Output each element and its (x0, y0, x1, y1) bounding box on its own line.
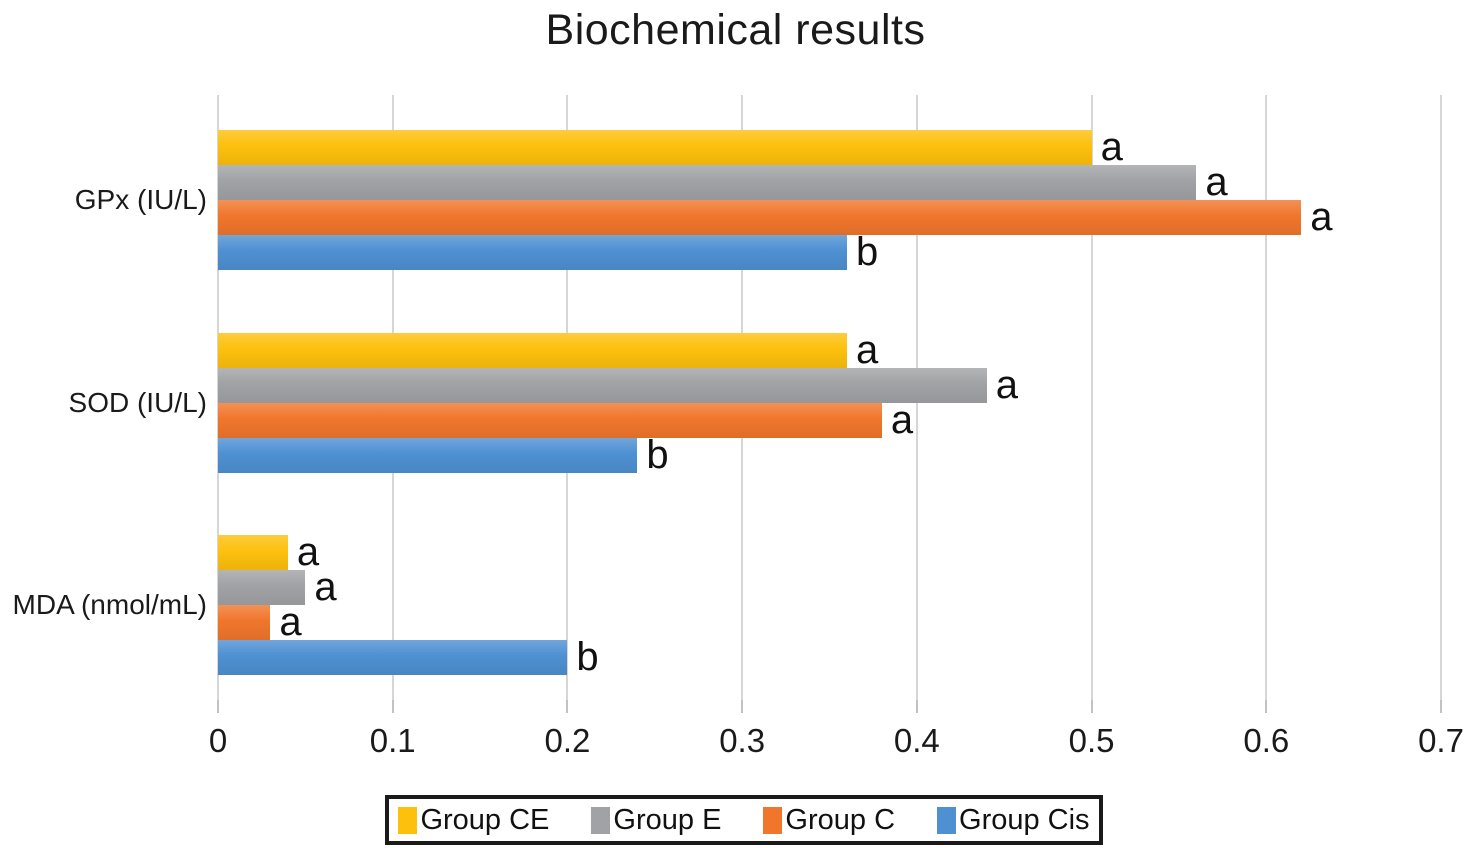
bar-gpx-iu-l-group-cis (218, 235, 847, 270)
significance-letter: a (279, 600, 302, 644)
bar-row: a (218, 565, 1441, 609)
bar-row: b (218, 432, 1441, 477)
bar-row: a (218, 530, 1441, 574)
bar-row: a (218, 125, 1441, 169)
legend-swatch-icon (591, 806, 611, 834)
bar-mda-nmol-ml-group-e (218, 570, 306, 605)
bar-row: a (218, 327, 1441, 372)
axis-tick (566, 700, 569, 713)
chart-title: Biochemical results (545, 6, 926, 54)
bar-mda-nmol-ml-group-ce (218, 535, 288, 570)
bar-gpx-iu-l-group-c (218, 200, 1302, 235)
significance-letter: a (1100, 125, 1123, 169)
significance-letter: b (646, 432, 669, 477)
gridline (1265, 95, 1268, 700)
bar-sod-iu-l-group-cis (218, 437, 638, 473)
significance-letter: a (314, 565, 337, 609)
x-tick-label: 0.6 (1243, 722, 1290, 759)
x-tick-label: 0.2 (544, 722, 591, 759)
legend-label: Group CE (420, 803, 550, 836)
legend-swatch-icon (398, 806, 418, 834)
x-tick-label: 0.1 (369, 722, 416, 759)
axis-tick (1265, 700, 1268, 713)
bar-row: b (218, 230, 1441, 274)
axis-tick (741, 700, 744, 713)
x-tick-label: 0 (208, 722, 228, 759)
bar-row: a (218, 362, 1441, 407)
legend-swatch-icon (937, 806, 957, 834)
significance-letter: b (576, 635, 599, 679)
bar-row: a (218, 160, 1441, 204)
legend: Group CE Group E Group C Group Cis (385, 795, 1103, 845)
legend-item-group-cis: Group Cis (937, 804, 1090, 837)
bar-row: b (218, 635, 1441, 679)
significance-letter: a (855, 327, 879, 372)
legend-label: Group C (785, 803, 896, 836)
bar-row: a (218, 600, 1441, 644)
category-label-mda-nmol-ml: MDA (nmol/mL) (12, 589, 207, 620)
legend-label: Group Cis (959, 803, 1090, 836)
x-tick-label: 0.7 (1418, 722, 1464, 759)
axis-tick (915, 700, 918, 713)
bar-gpx-iu-l-group-e (218, 165, 1197, 200)
bar-mda-nmol-ml-group-cis (218, 640, 568, 675)
axis-tick (1440, 700, 1442, 713)
legend-swatch-icon (763, 806, 783, 834)
x-tick-label: 0.3 (719, 722, 766, 759)
bar-sod-iu-l-group-e (218, 367, 987, 403)
bar-row: a (218, 397, 1441, 442)
bar-sod-iu-l-group-ce (218, 332, 847, 368)
legend-label: Group E (613, 803, 722, 836)
bar-mda-nmol-ml-group-c (218, 605, 271, 640)
gridline (1440, 95, 1442, 700)
significance-letter: a (995, 362, 1018, 407)
significance-letter: a (1310, 195, 1333, 239)
bar-sod-iu-l-group-c (218, 402, 882, 438)
bar-gpx-iu-l-group-ce (218, 130, 1092, 165)
axis-tick (1090, 700, 1093, 713)
axis-tick (391, 700, 394, 713)
x-tick-label: 0.5 (1068, 722, 1115, 759)
x-tick-label: 0.4 (893, 722, 940, 759)
significance-letter: a (296, 530, 320, 574)
legend-item-group-c: Group C (763, 804, 895, 837)
axis-tick (217, 700, 219, 713)
significance-letter: a (1205, 160, 1228, 204)
significance-letter: b (855, 230, 879, 274)
category-label-sod-iu-l: SOD (IU/L) (68, 386, 207, 418)
bar-group-gpx-iu-l: a a a b (218, 125, 1441, 274)
legend-item-group-ce: Group CE (398, 804, 549, 837)
bar-row: a (218, 195, 1441, 239)
category-label-gpx-iu-l: GPx (IU/L) (74, 184, 207, 215)
legend-item-group-e: Group E (591, 804, 721, 837)
significance-letter: a (890, 397, 914, 442)
gridline (1090, 95, 1093, 700)
